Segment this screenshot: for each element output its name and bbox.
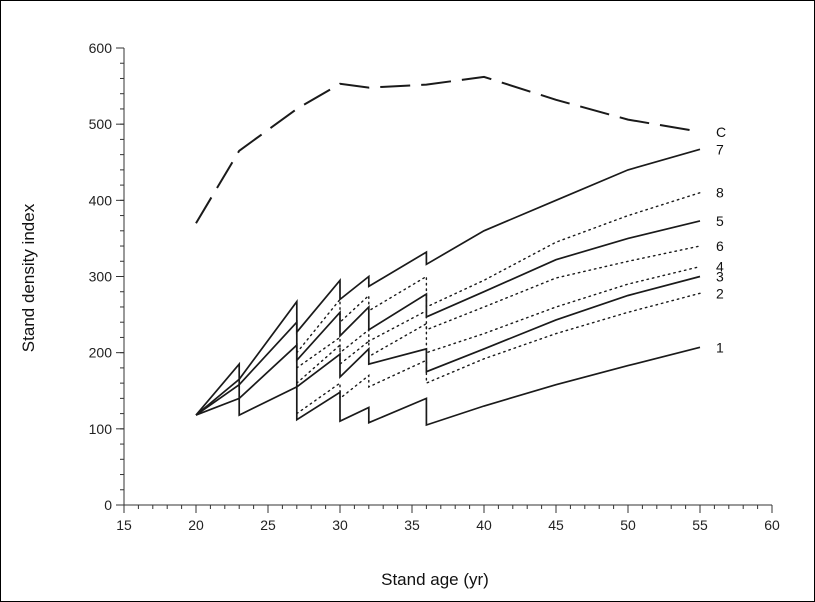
series-line-7 (195, 148, 701, 416)
series-label-3: 3 (716, 269, 724, 285)
y-tick-label: 0 (104, 497, 112, 513)
y-axis-title: Stand density index (19, 203, 38, 352)
y-tick-label: 200 (89, 345, 113, 361)
series-label-2: 2 (716, 285, 724, 301)
y-tick-label: 500 (89, 116, 113, 132)
y-tick-label: 600 (89, 40, 113, 56)
y-tick-label: 400 (89, 192, 113, 208)
series-label-1: 1 (716, 339, 724, 355)
series-line-3 (195, 275, 701, 416)
x-tick-label: 30 (332, 517, 348, 533)
x-axis-title: Stand age (yr) (381, 570, 489, 589)
x-tick-label: 15 (116, 517, 132, 533)
x-tick-label: 55 (692, 517, 708, 533)
series-line-4 (296, 265, 701, 384)
series-layer (195, 75, 701, 427)
series-label-4: 4 (716, 259, 724, 275)
y-tick-label: 300 (89, 269, 113, 285)
series-labels: C7 8 5 6 432 1 (716, 124, 726, 356)
series-line-1 (195, 346, 701, 427)
x-tick-label: 35 (404, 517, 420, 533)
y-tick-label: 100 (89, 421, 113, 437)
series-label-6: 6 (716, 238, 724, 254)
x-tick-label: 45 (548, 517, 564, 533)
series-line-5 (195, 220, 701, 416)
series-line-8 (296, 191, 701, 354)
series-line-2 (296, 292, 701, 415)
series-line-C (195, 75, 701, 224)
x-tick-label: 40 (476, 517, 492, 533)
series-line-6 (296, 245, 701, 369)
series-label-C: C (716, 124, 726, 140)
series-label-5: 5 (716, 213, 724, 229)
x-tick-label: 25 (260, 517, 276, 533)
series-label-7: 7 (716, 141, 724, 157)
x-tick-label: 50 (620, 517, 636, 533)
x-tick-label: 60 (764, 517, 780, 533)
series-label-8: 8 (716, 185, 724, 201)
x-tick-label: 20 (188, 517, 204, 533)
